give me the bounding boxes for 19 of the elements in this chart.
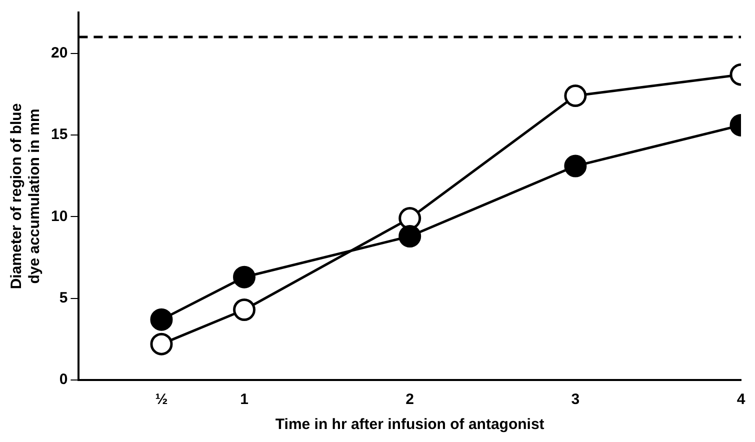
x-tick-label: 2	[406, 391, 414, 408]
y-tick-label: 20	[50, 44, 68, 62]
y-tick-label: 0	[59, 371, 68, 388]
x-tick-label: ½	[155, 391, 168, 408]
point	[564, 154, 587, 178]
point	[564, 84, 587, 108]
x-tick-label: 4	[736, 391, 746, 408]
x-tick-label: 3	[571, 391, 580, 408]
point	[398, 225, 422, 248]
point	[233, 266, 256, 288]
x-tick-label: 1	[240, 391, 248, 408]
point	[150, 332, 173, 356]
y-tick-label: 5	[59, 289, 68, 306]
point	[233, 298, 256, 322]
y-tick-label: 10	[50, 208, 68, 225]
y-axis-title: Diameter of region of blue dye accumulation in mm	[8, 103, 44, 290]
x-axis-title: Time in hr after infusion of antagonist	[275, 416, 544, 434]
y-tick-label: 15	[50, 126, 68, 144]
point	[150, 308, 173, 331]
